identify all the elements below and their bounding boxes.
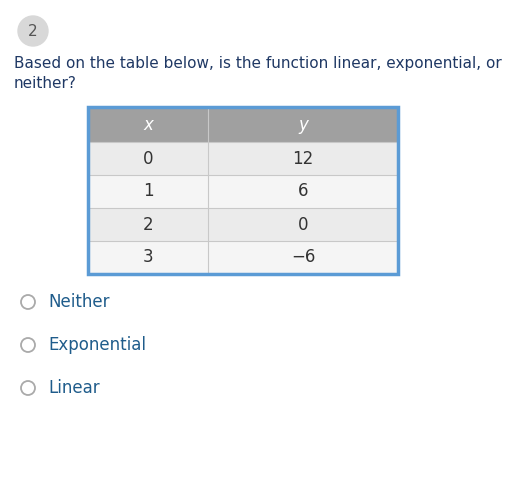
- Bar: [88, 107, 398, 274]
- Text: 3: 3: [143, 249, 153, 267]
- Text: x: x: [143, 116, 153, 134]
- Bar: [88, 241, 398, 274]
- Text: 1: 1: [143, 183, 153, 201]
- Text: y: y: [298, 116, 308, 134]
- Circle shape: [21, 338, 35, 352]
- Text: 2: 2: [28, 24, 38, 39]
- Text: 0: 0: [298, 215, 308, 233]
- Text: Exponential: Exponential: [48, 336, 146, 354]
- Bar: [88, 107, 398, 142]
- Text: Neither: Neither: [48, 293, 110, 311]
- Text: 6: 6: [298, 183, 308, 201]
- Text: −6: −6: [291, 249, 315, 267]
- Circle shape: [21, 295, 35, 309]
- Bar: [88, 175, 398, 208]
- Bar: [88, 208, 398, 241]
- Text: neither?: neither?: [14, 76, 77, 91]
- Circle shape: [21, 381, 35, 395]
- Text: Linear: Linear: [48, 379, 100, 397]
- Text: 0: 0: [143, 149, 153, 168]
- Text: 2: 2: [143, 215, 153, 233]
- Text: Based on the table below, is the function linear, exponential, or: Based on the table below, is the functio…: [14, 56, 502, 71]
- Text: 12: 12: [292, 149, 314, 168]
- Bar: [88, 142, 398, 175]
- Circle shape: [18, 16, 48, 46]
